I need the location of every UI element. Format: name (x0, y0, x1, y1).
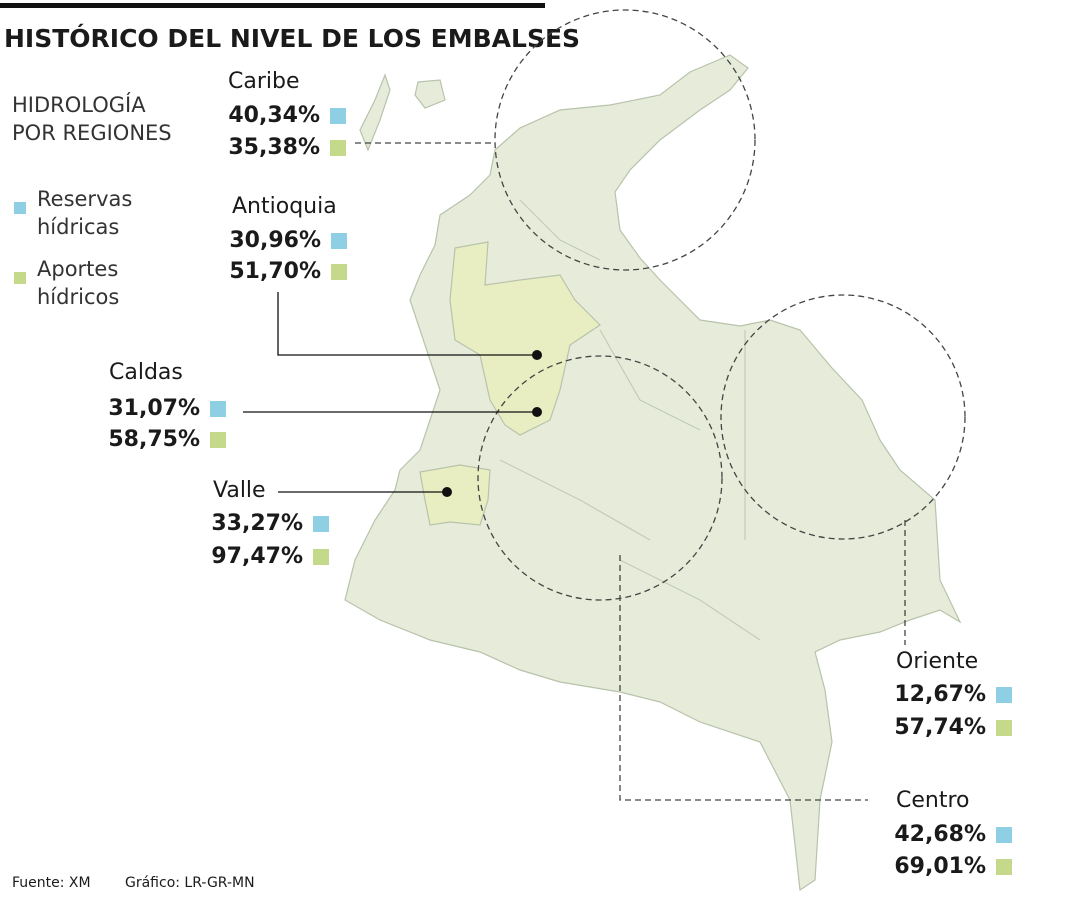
region-value: 33,27% (211, 511, 303, 536)
value-swatch (996, 687, 1012, 703)
legend-title: POR REGIONES (12, 121, 172, 145)
region-circles (355, 9, 966, 801)
antioquia-region (449, 241, 601, 436)
oriente-circle (720, 294, 966, 540)
map (344, 54, 962, 892)
value-swatch (330, 140, 346, 156)
value-swatch (331, 233, 347, 249)
value-swatch (996, 859, 1012, 875)
region-value: 42,68% (894, 822, 986, 847)
legend-label: hídricas (37, 215, 119, 239)
legend-title: HIDROLOGÍA (12, 92, 146, 117)
region-name: Antioquia (232, 194, 337, 219)
region-value: 51,70% (229, 259, 321, 284)
region-value: 97,47% (211, 544, 303, 569)
value-swatch (313, 549, 329, 565)
legend-swatch (14, 272, 26, 284)
valle-region (419, 464, 491, 526)
region-value: 69,01% (894, 854, 986, 879)
value-swatch (313, 516, 329, 532)
legend-label: Aportes (37, 257, 118, 281)
dot (442, 487, 452, 497)
region-value: 30,96% (229, 228, 321, 253)
island (359, 73, 391, 152)
region-value: 57,74% (894, 715, 986, 740)
solid-leaders (243, 292, 537, 493)
region-name: Caribe (228, 69, 300, 94)
title: HISTÓRICO DEL NIVEL DE LOS EMBALSES (4, 23, 580, 53)
dot (532, 407, 542, 417)
internal-borders (499, 199, 761, 641)
region-value: 12,67% (894, 682, 986, 707)
region-name: Oriente (896, 649, 978, 674)
dot (532, 350, 542, 360)
title-rule (0, 3, 545, 8)
value-swatch (996, 827, 1012, 843)
caribe-circle (494, 9, 756, 271)
region-value: 40,34% (228, 103, 320, 128)
value-swatch (996, 720, 1012, 736)
value-swatch (330, 108, 346, 124)
dots (442, 350, 542, 497)
legend-swatch (14, 202, 26, 214)
value-swatch (210, 401, 226, 417)
dashed-leaders (355, 142, 906, 801)
leaders (243, 292, 537, 493)
region-name: Caldas (109, 360, 183, 385)
legend-label: hídricos (37, 285, 119, 309)
legend-label: Reservas (37, 187, 132, 211)
region-name: Centro (896, 788, 970, 813)
source: Fuente: XM (12, 875, 91, 891)
value-swatch (210, 432, 226, 448)
region-value: 31,07% (108, 396, 200, 421)
centro-circle (477, 355, 723, 601)
value-swatch (331, 264, 347, 280)
region-value: 35,38% (228, 135, 320, 160)
credit: Gráfico: LR-GR-MN (125, 875, 255, 891)
region-name: Valle (213, 478, 266, 503)
region-value: 58,75% (108, 427, 200, 452)
island (414, 79, 446, 109)
